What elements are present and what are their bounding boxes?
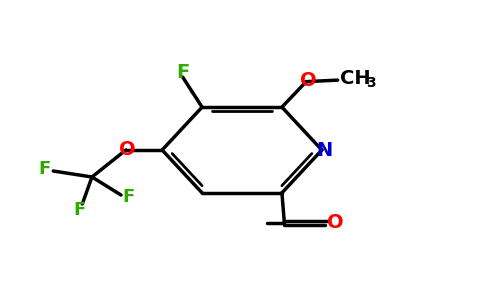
Text: 3: 3 [366, 76, 375, 90]
Text: F: F [122, 188, 135, 206]
Text: N: N [316, 140, 333, 160]
Text: O: O [327, 213, 344, 232]
Text: F: F [176, 63, 189, 82]
Text: CH: CH [340, 69, 371, 88]
Text: F: F [74, 201, 86, 219]
Text: F: F [38, 160, 51, 178]
Text: O: O [300, 70, 317, 90]
Text: O: O [119, 140, 136, 159]
